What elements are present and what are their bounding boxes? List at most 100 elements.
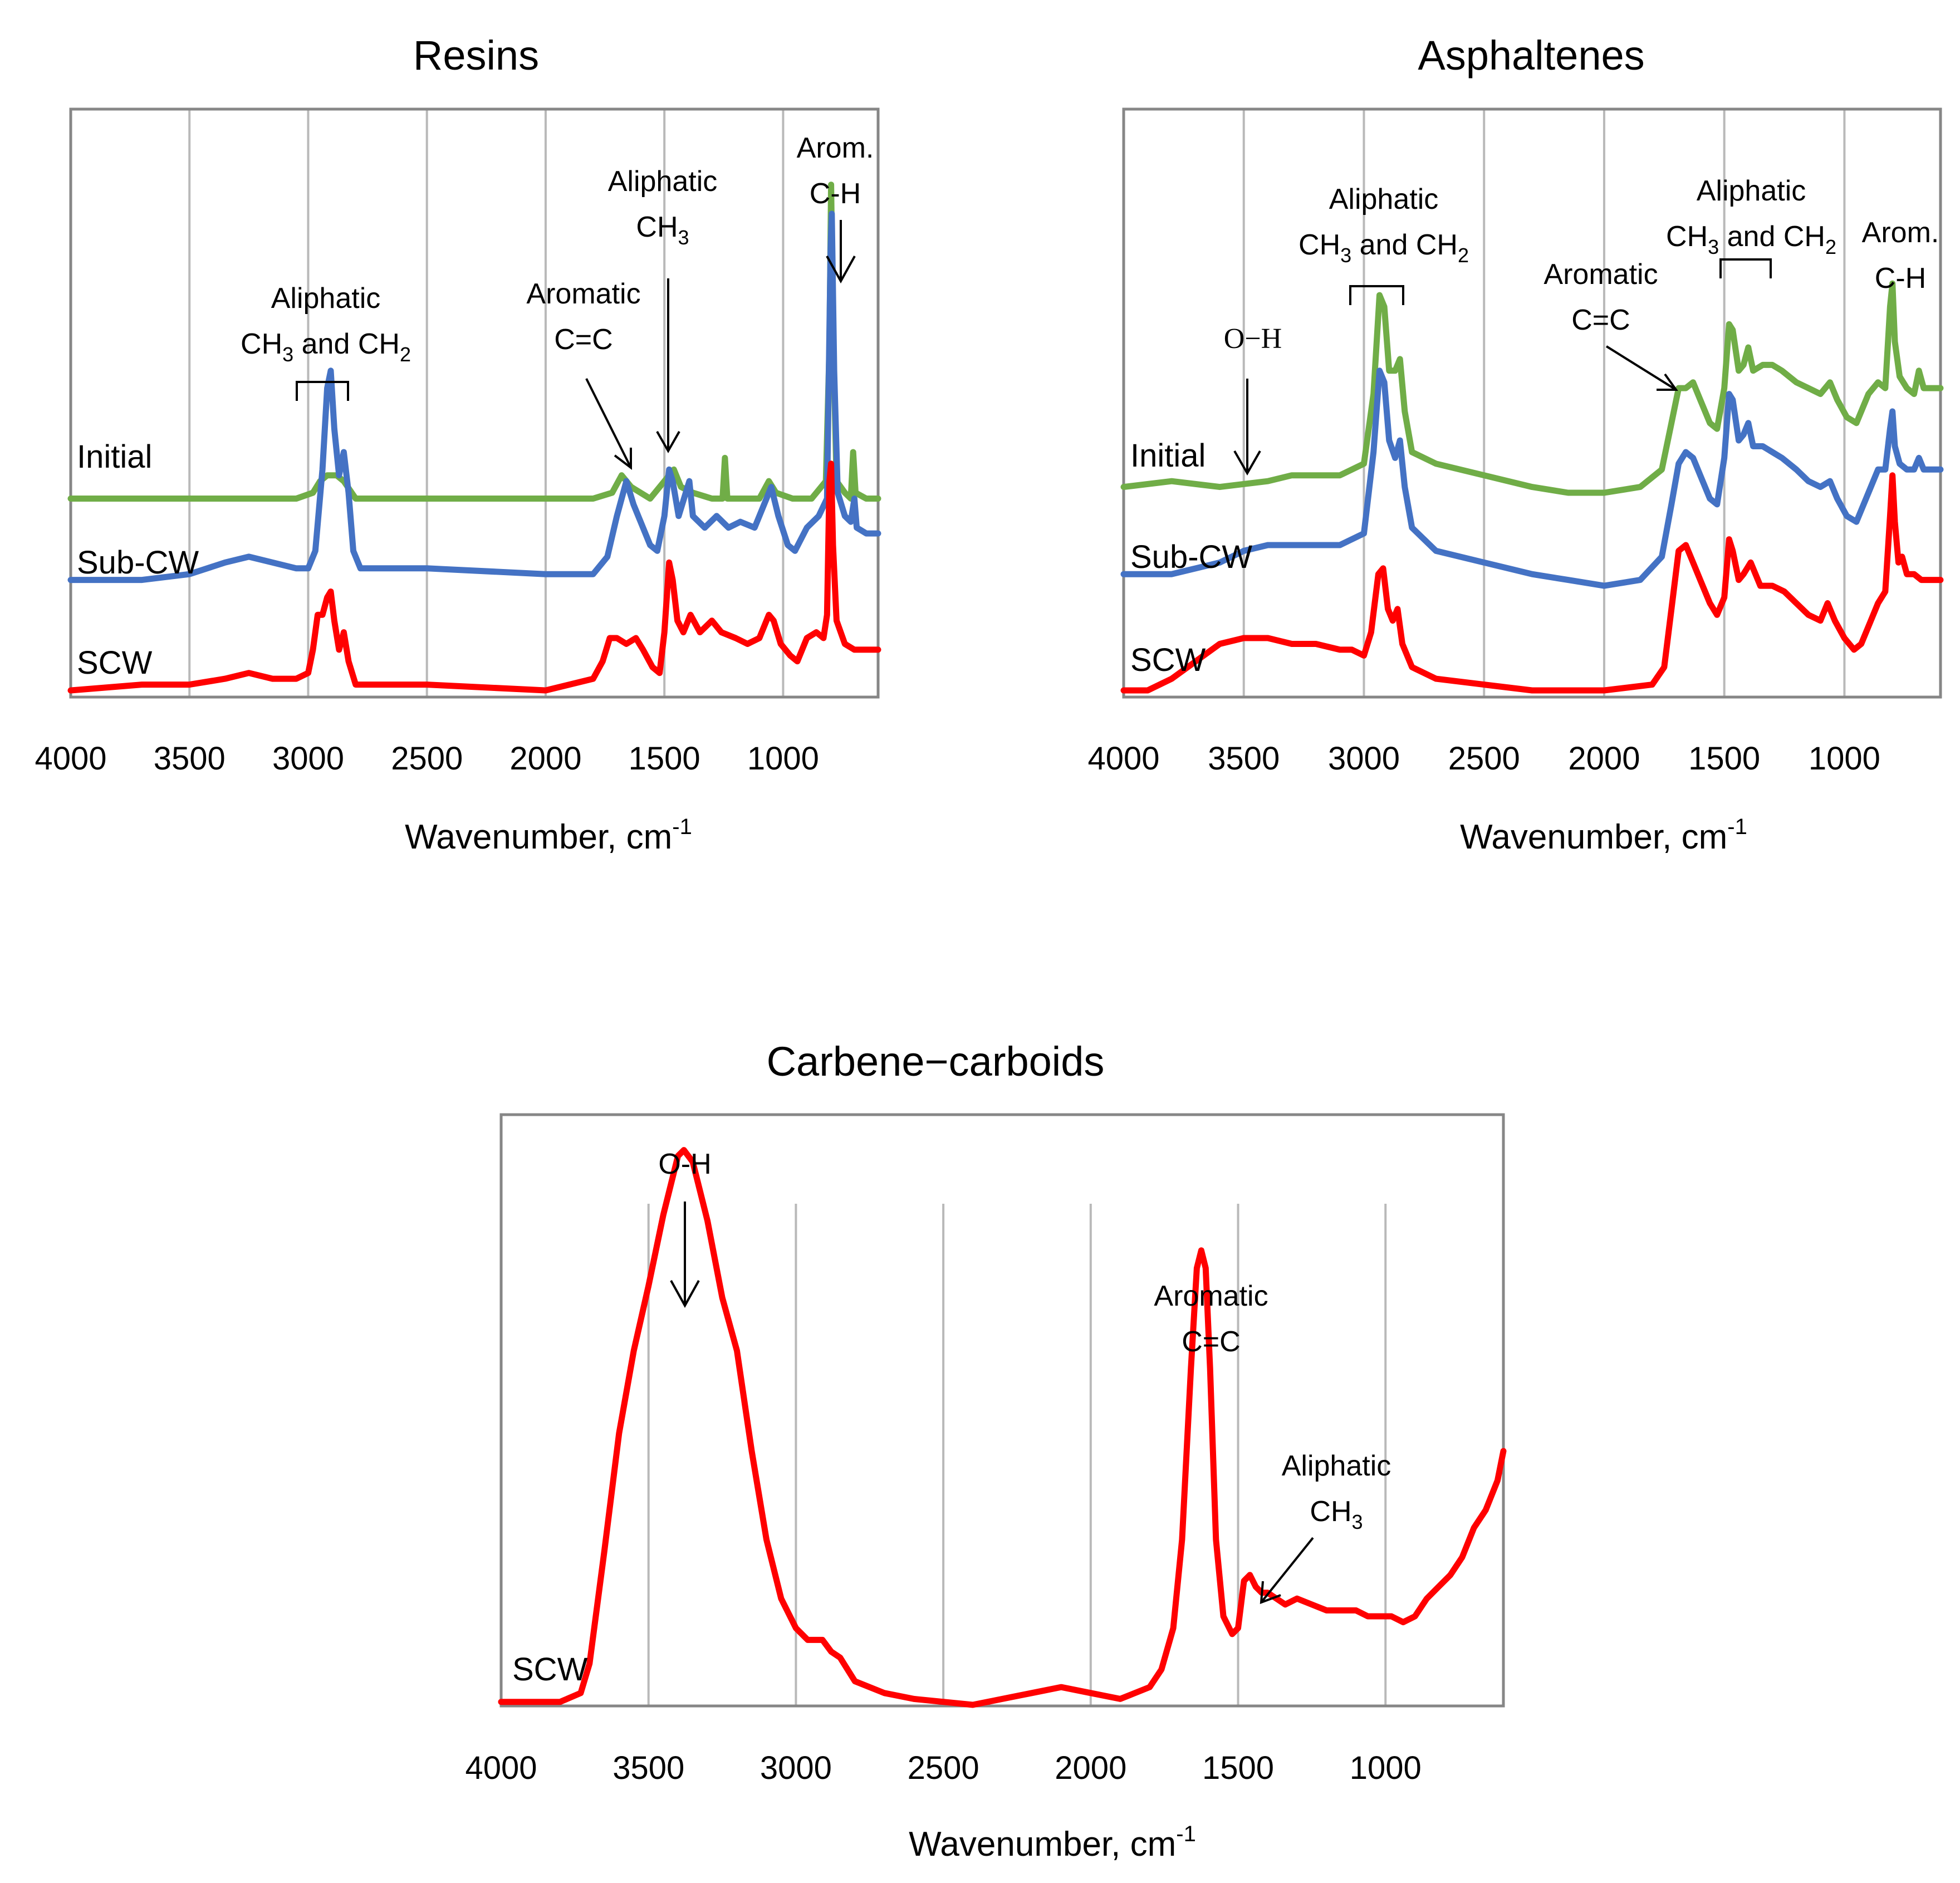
asphaltenes-x-tick-labels: 4000 3500 3000 2500 2000 1500 1000 <box>1087 741 1880 777</box>
asphaltenes-ann-arom-line1: Arom. <box>1862 217 1939 249</box>
carbene-x-tick-3000: 3000 <box>760 1750 832 1786</box>
carbene-x-axis-title: Wavenumber, cm-1 <box>909 1822 1196 1864</box>
carbene-ann-aromatic-line2: C=C <box>1182 1326 1240 1358</box>
resins-arrow-aromatic <box>585 378 632 470</box>
resins-ann-and-ch: and CH <box>293 328 400 360</box>
asphaltenes-label-scw: SCW <box>1130 642 1206 678</box>
resins-ann-aromatic-line1: Aromatic <box>526 278 640 310</box>
asphaltenes-x-axis-title: Wavenumber, cm-1 <box>1460 815 1747 856</box>
asphaltenes-series-scw <box>1120 472 1944 694</box>
asphaltenes-x-tick-3000: 3000 <box>1328 741 1400 777</box>
asphaltenes-ann-left-and-ch: and CH <box>1351 229 1458 261</box>
carbene-plot-frame <box>499 1113 1505 1708</box>
asphaltenes-series-sub-cw <box>1120 367 1944 589</box>
resins-gridlines <box>188 109 785 697</box>
asphaltenes-x-tick-4000: 4000 <box>1087 741 1159 777</box>
asphaltenes-ann-aliphatic-right-line1: Aliphatic <box>1697 175 1806 207</box>
carbene-panel: Carbene−carboids 4000 3500 3000 2500 2000 150… <box>465 1038 1507 1864</box>
resins-ann-arom-line2: C-H <box>810 178 861 210</box>
asphaltenes-x-tick-1000: 1000 <box>1809 741 1880 777</box>
asphaltenes-ann-right-sub2: 2 <box>1825 236 1836 258</box>
carbene-arrow-oh <box>670 1202 700 1308</box>
resins-ann-aliphatic-ch3-line1: Aliphatic <box>608 165 718 198</box>
resins-title: Resins <box>413 32 539 79</box>
asphaltenes-ann-aromatic-line2: C=C <box>1571 304 1630 336</box>
asphaltenes-x-axis-title-text: Wavenumber, cm <box>1460 818 1727 856</box>
carbene-ann-aromatic-line1: Aromatic <box>1154 1280 1268 1312</box>
resins-series-scw <box>67 460 881 694</box>
carbene-ann-aliphatic-line2: CH3 <box>1310 1495 1363 1533</box>
resins-ann-ch3-ch: CH <box>636 211 678 243</box>
carbene-x-tick-3500: 3500 <box>612 1750 684 1786</box>
carbene-series-scw <box>498 1147 1507 1708</box>
resins-x-tick-labels: 4000 3500 3000 2500 2000 1500 1000 <box>35 741 819 777</box>
asphaltenes-ann-left-sub2: 2 <box>1458 244 1469 267</box>
resins-ann-aliphatic-ch3ch2-line2: CH3 and CH2 <box>241 328 411 366</box>
resins-ann-ch: CH <box>241 328 282 360</box>
resins-ann-aliphatic-ch3-line2: CH3 <box>636 211 689 249</box>
resins-x-axis-title-text: Wavenumber, cm <box>405 818 672 856</box>
resins-x-tick-4000: 4000 <box>35 741 106 777</box>
carbene-ann-aliphatic-line1: Aliphatic <box>1282 1450 1391 1482</box>
asphaltenes-ann-left-ch: CH <box>1298 229 1340 261</box>
resins-x-axis-title: Wavenumber, cm-1 <box>405 815 692 856</box>
asphaltenes-ann-oh: O−H <box>1224 323 1282 355</box>
asphaltenes-ann-right-and-ch: and CH <box>1719 220 1825 253</box>
resins-x-tick-2500: 2500 <box>391 741 463 777</box>
resins-label-initial: Initial <box>77 439 152 475</box>
asphaltenes-ann-aromatic-line1: Aromatic <box>1543 258 1658 291</box>
resins-arrow-aliphatic-ch3 <box>656 278 680 454</box>
resins-x-tick-1500: 1500 <box>629 741 700 777</box>
asphaltenes-aliphatic-left-bracket <box>1349 285 1404 305</box>
asphaltenes-aliphatic-right-bracket <box>1719 258 1772 278</box>
resins-ann-aromatic-line2: C=C <box>554 323 612 356</box>
carbene-x-tick-1000: 1000 <box>1350 1750 1422 1786</box>
carbene-ann-ch: CH <box>1310 1495 1351 1528</box>
resins-x-tick-3000: 3000 <box>272 741 344 777</box>
resins-arrow-arom-ch <box>826 220 856 284</box>
asphaltenes-ann-aliphatic-left-line1: Aliphatic <box>1329 183 1439 215</box>
carbene-x-axis-title-sup: -1 <box>1176 1822 1196 1846</box>
asphaltenes-arrow-oh <box>1233 379 1261 476</box>
carbene-x-tick-2000: 2000 <box>1055 1750 1126 1786</box>
asphaltenes-series <box>1120 280 1944 694</box>
resins-x-axis-title-sup: -1 <box>672 815 692 839</box>
asphaltenes-label-subcw: Sub-CW <box>1130 539 1252 575</box>
carbene-x-tick-1500: 1500 <box>1202 1750 1274 1786</box>
carbene-x-axis-title-text: Wavenumber, cm <box>909 1825 1176 1864</box>
asphaltenes-panel: Asphaltenes 4000 3500 3000 2500 2000 1500 1000… <box>1087 32 1944 856</box>
asphaltenes-ann-aliphatic-left-line2: CH3 and CH2 <box>1298 229 1469 267</box>
asphaltenes-ann-right-ch: CH <box>1666 220 1708 253</box>
carbene-arrow-aliphatic <box>1260 1537 1314 1604</box>
resins-x-tick-2000: 2000 <box>509 741 581 777</box>
asphaltenes-series-initial <box>1120 280 1944 496</box>
carbene-ann-oh: O-H <box>658 1148 711 1180</box>
resins-x-tick-1000: 1000 <box>747 741 819 777</box>
asphaltenes-x-tick-2500: 2500 <box>1448 741 1520 777</box>
asphaltenes-plot-frame <box>1122 107 1942 699</box>
carbene-ann-sub3: 3 <box>1352 1511 1363 1533</box>
resins-aliphatic-bracket <box>296 381 349 401</box>
asphaltenes-label-initial: Initial <box>1130 438 1206 474</box>
resins-panel: Resins 4000 3500 3000 2500 2000 1500 1000 Wave… <box>35 32 881 856</box>
resins-series-initial <box>67 182 881 502</box>
asphaltenes-title: Asphaltenes <box>1418 32 1644 79</box>
resins-label-subcw: Sub-CW <box>77 545 199 581</box>
resins-ann-sub2: 2 <box>400 343 411 366</box>
asphaltenes-ann-aliphatic-right-line2: CH3 and CH2 <box>1666 220 1836 258</box>
carbene-x-tick-4000: 4000 <box>465 1750 537 1786</box>
asphaltenes-ann-arom-line2: C-H <box>1875 262 1926 295</box>
resins-series-sub-cw <box>67 210 881 583</box>
resins-label-scw: SCW <box>77 645 153 681</box>
asphaltenes-ann-right-sub3: 3 <box>1708 236 1719 258</box>
asphaltenes-x-tick-2000: 2000 <box>1568 741 1640 777</box>
asphaltenes-arrow-aromatic <box>1605 345 1678 391</box>
carbene-x-tick-labels: 4000 3500 3000 2500 2000 1500 1000 <box>465 1750 1421 1786</box>
asphaltenes-x-tick-3500: 3500 <box>1208 741 1280 777</box>
carbene-series <box>498 1147 1507 1708</box>
carbene-label-scw: SCW <box>512 1651 588 1688</box>
resins-plot-frame <box>69 107 880 699</box>
resins-x-tick-3500: 3500 <box>154 741 226 777</box>
asphaltenes-x-axis-title-sup: -1 <box>1727 815 1747 839</box>
resins-ann-aliphatic-ch3ch2-line1: Aliphatic <box>271 282 381 315</box>
